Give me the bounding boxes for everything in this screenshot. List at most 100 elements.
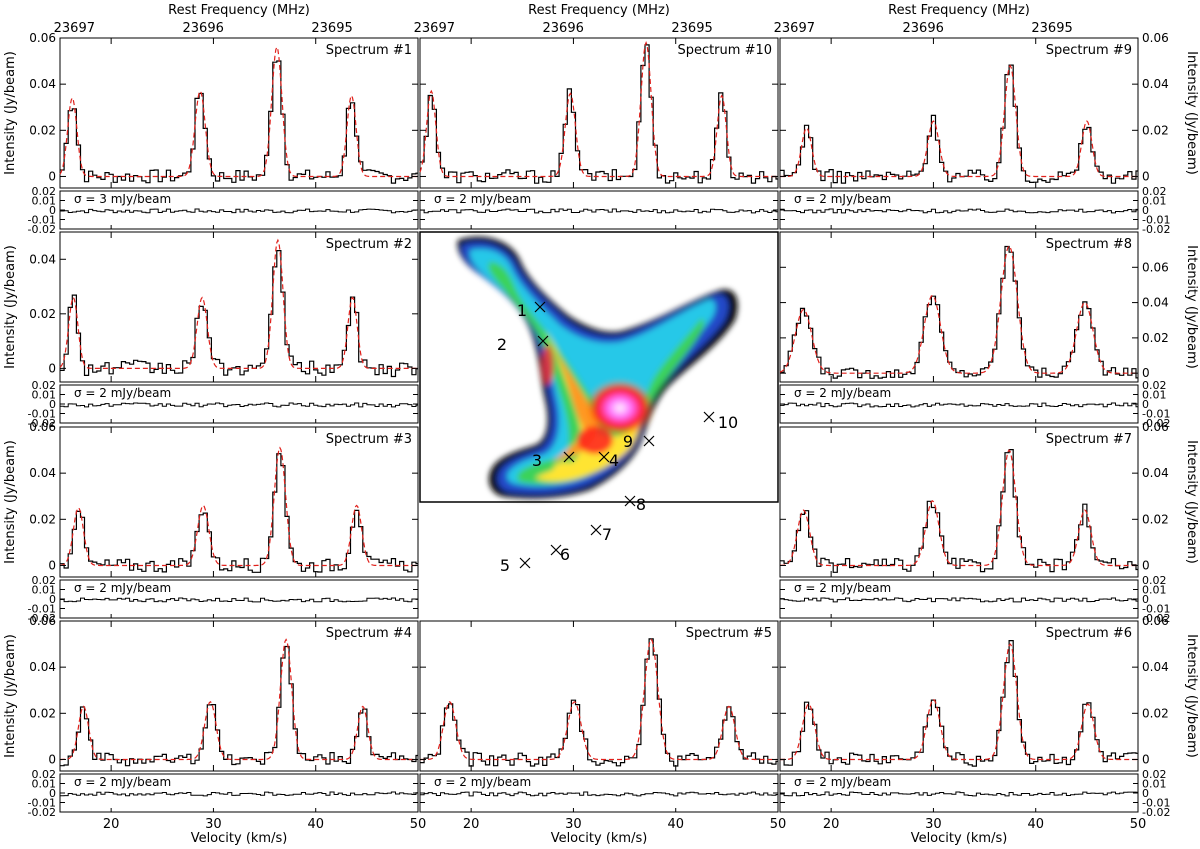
residual-tick-label: -0.01 [1142, 408, 1170, 421]
residual-tick-label: 0.01 [32, 584, 57, 597]
panel-label: Spectrum #4 [326, 626, 412, 641]
y-tick-label: 0.06 [1142, 420, 1169, 434]
spectrum-panel: Spectrum #8 0 0.02 0.04 0.06 [779, 231, 1169, 383]
x-tick-label: 50 [410, 817, 427, 832]
residual-tick-label: 0 [49, 787, 56, 800]
y-tick-label: 0.02 [29, 706, 56, 720]
sigma-label: σ = 2 mJy/beam [794, 386, 891, 400]
observed-spectrum-line [780, 245, 1138, 379]
panel-frame [59, 37, 419, 189]
map-position-label: 8 [636, 495, 646, 514]
model-fit-line [780, 64, 1137, 178]
spectrum-panel: Spectrum #7 0 0.02 0.04 0.06 [779, 420, 1169, 578]
x-tick-label: 40 [1027, 817, 1044, 832]
top-axis-title: Rest Frequency (MHz) [168, 3, 310, 18]
model-fit-line [59, 446, 417, 567]
residual-tick-label: 0.02 [1142, 574, 1167, 587]
x-tick-label: 30 [205, 817, 222, 832]
residual-tick-label: 0.02 [32, 379, 57, 392]
y-tick-label: 0.02 [29, 123, 56, 137]
residual-tick-label: 0.02 [1142, 379, 1167, 392]
residual-line [60, 402, 418, 408]
residual-tick-label: 0 [49, 204, 56, 217]
spectrum-panel: Spectrum #3 0 0.02 0.04 0.06 [29, 420, 419, 578]
residual-tick-label: 0.02 [1142, 768, 1167, 781]
panel-label: Spectrum #2 [326, 237, 412, 252]
y-tick-label: 0.04 [1142, 77, 1169, 91]
observed-spectrum-line [780, 64, 1138, 184]
panel-frame [59, 231, 419, 383]
residual-tick-label: -0.02 [28, 806, 56, 819]
residual-tick-label: 0.02 [1142, 185, 1167, 198]
top-tick-label: 23696 [183, 21, 224, 36]
top-tick-label: 23695 [311, 21, 352, 36]
panel-label: Spectrum #7 [1046, 432, 1132, 447]
y-tick-label: 0 [1142, 366, 1150, 380]
residual-tick-label: -0.02 [28, 612, 56, 625]
intensity-map: 12 3 4 5 6 7 8 9 10 [419, 231, 779, 575]
spectrum-panel: Spectrum #6 0 0.02 0.04 0.06 [779, 614, 1169, 772]
residual-tick-label: -0.01 [28, 214, 56, 227]
y-tick-label: 0.04 [29, 466, 56, 480]
map-position-label: 9 [623, 432, 633, 451]
map-position-label: 5 [500, 556, 510, 575]
residual-tick-label: -0.02 [1142, 417, 1170, 430]
x-tick-label: 50 [1130, 817, 1147, 832]
observed-spectrum-line [780, 640, 1138, 767]
residual-line [420, 791, 778, 797]
residual-tick-label: -0.02 [28, 223, 56, 236]
observed-spectrum-line [60, 453, 418, 573]
panel-label: Spectrum #9 [1046, 43, 1132, 58]
map-position-label: 2 [497, 335, 507, 354]
x-tick-label: 30 [565, 817, 582, 832]
top-tick-label: 23696 [543, 21, 584, 36]
residual-tick-label: 0.01 [32, 195, 57, 208]
residual-tick-label: 0.01 [1142, 584, 1167, 597]
y-tick-label: 0 [1142, 169, 1150, 183]
y-tick-label: 0.06 [29, 31, 56, 45]
residual-line [780, 402, 1138, 408]
y-axis-title: Intensity (Jy/beam) [3, 245, 18, 369]
y-axis-title: Intensity (Jy/beam) [1184, 440, 1199, 564]
top-tick-label: 23695 [671, 21, 712, 36]
sigma-label: σ = 2 mJy/beam [74, 386, 171, 400]
residual-tick-label: 0 [49, 593, 56, 606]
map-position-label: 6 [560, 545, 570, 564]
residual-tick-label: 0 [1142, 593, 1149, 606]
observed-spectrum-line [780, 449, 1138, 573]
x-tick-label: 20 [103, 817, 120, 832]
residual-tick-label: -0.01 [28, 797, 56, 810]
residual-tick-label: 0.01 [32, 389, 57, 402]
y-axis-title: Intensity (Jy/beam) [1184, 245, 1199, 369]
panel-label: Spectrum #3 [326, 432, 412, 447]
y-tick-label: 0.02 [29, 512, 56, 526]
map-position-label: 3 [532, 451, 542, 470]
top-tick-label: 23696 [903, 21, 944, 36]
top-axis-title: Rest Frequency (MHz) [528, 3, 670, 18]
spectrum-panel: Spectrum #10 [419, 37, 779, 189]
y-tick-label: 0.04 [1142, 466, 1169, 480]
y-tick-label: 0.04 [29, 660, 56, 674]
y-tick-label: 0.02 [1142, 512, 1169, 526]
panel-frame [419, 620, 779, 772]
top-tick-label: 23697 [774, 21, 815, 36]
residual-line [420, 208, 778, 214]
map-position-label: 4 [609, 451, 619, 470]
y-axis-title: Intensity (Jy/beam) [1184, 51, 1199, 175]
x-tick-label: 20 [823, 817, 840, 832]
model-fit-line [59, 45, 417, 178]
residual-tick-label: -0.01 [1142, 603, 1170, 616]
model-fit-line [420, 638, 777, 761]
y-tick-label: 0.04 [29, 77, 56, 91]
top-tick-label: 23697 [414, 21, 455, 36]
residual-tick-label: -0.02 [1142, 223, 1170, 236]
y-tick-label: 0.04 [1142, 296, 1169, 310]
residual-line [60, 208, 418, 214]
